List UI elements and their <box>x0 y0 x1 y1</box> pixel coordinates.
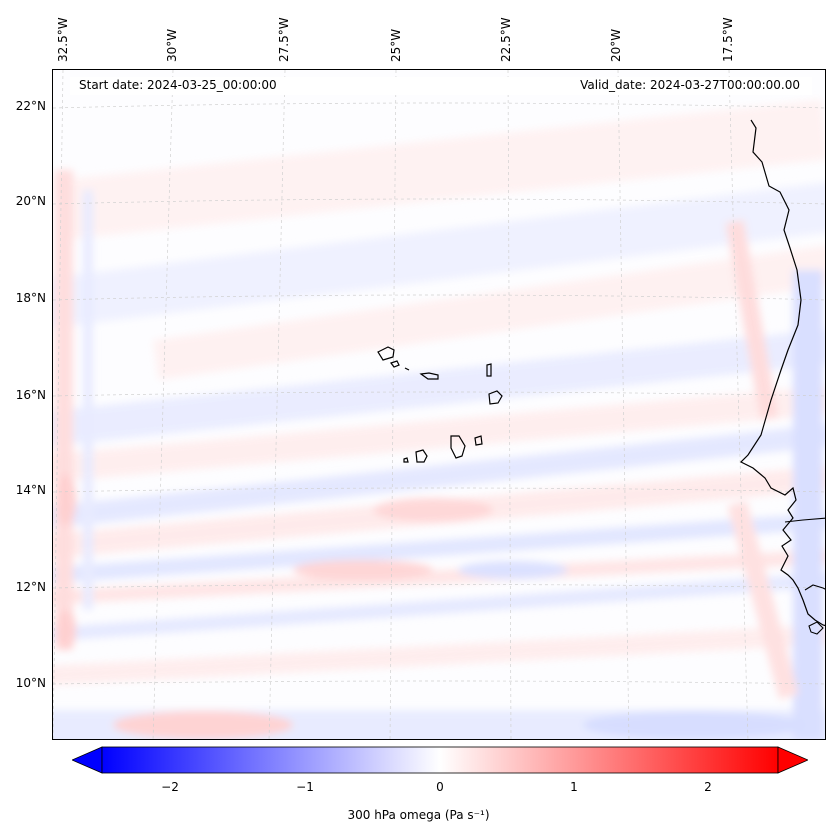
gridline <box>507 70 512 739</box>
lon-label-30w: 30°W <box>165 28 179 62</box>
gridline <box>152 70 174 739</box>
island-fogo <box>415 449 428 463</box>
gridline <box>53 70 64 739</box>
blob <box>373 498 493 522</box>
valid-date-label: Valid_date: 2024-03-27T00:00:00.00 <box>580 78 800 92</box>
colorbar-extend-low <box>72 746 103 774</box>
band <box>53 548 825 606</box>
gridline <box>53 294 825 301</box>
band <box>53 384 825 484</box>
gridline <box>53 584 825 589</box>
colorbar-tick: 2 <box>704 780 712 794</box>
coastline-guinea <box>804 584 825 635</box>
gridline <box>617 70 630 739</box>
lat-label-18n: 18°N <box>15 291 46 305</box>
island-sao-vicente <box>390 360 400 368</box>
island-boa-vista <box>488 390 503 405</box>
colorbar <box>72 746 808 774</box>
lon-label-22-5w: 22.5°W <box>499 17 513 62</box>
band <box>53 571 825 643</box>
gridline <box>53 487 825 493</box>
omega-field <box>53 70 825 739</box>
lat-label-20n: 20°N <box>15 194 46 208</box>
gridline <box>268 70 286 739</box>
band <box>53 326 825 448</box>
band <box>53 511 825 585</box>
island-santa-luzia <box>404 367 410 371</box>
colorbar-tick: −1 <box>296 780 314 794</box>
colorbar-extend-high <box>777 746 808 774</box>
lat-label-14n: 14°N <box>15 483 46 497</box>
colorbar-tick: −2 <box>161 780 179 794</box>
island-brava <box>403 457 409 463</box>
gridline <box>728 70 749 739</box>
band <box>53 181 825 331</box>
colorbar-tick: 0 <box>436 780 444 794</box>
lon-label-32-5w: 32.5°W <box>56 17 70 62</box>
edge-stripe <box>725 220 779 421</box>
island-sal <box>486 363 492 377</box>
coastline-africa <box>739 119 825 627</box>
map-panel <box>52 69 826 740</box>
gridline <box>53 102 825 109</box>
lon-label-25w: 25°W <box>389 28 403 62</box>
coastline-gambia <box>784 517 825 523</box>
band <box>53 623 825 687</box>
lon-label-17-5w: 17.5°W <box>721 17 735 62</box>
blob <box>293 560 433 580</box>
blob <box>113 711 293 739</box>
lon-label-27-5w: 27.5°W <box>277 17 291 62</box>
lat-label-10n: 10°N <box>15 676 46 690</box>
blob <box>458 561 568 579</box>
island-maio <box>474 435 483 446</box>
edge-stripe <box>727 500 799 700</box>
gridline <box>389 70 397 739</box>
gridline <box>53 680 825 685</box>
colorbar-label: 300 hPa omega (Pa s⁻¹) <box>347 808 490 822</box>
edge-stripe <box>793 270 823 739</box>
gridline <box>53 198 825 205</box>
colorbar-tick: 1 <box>570 780 578 794</box>
band <box>53 421 825 530</box>
start-date-label: Start date: 2024-03-25_00:00:00 <box>79 78 277 92</box>
island-sao-nicolau <box>419 372 439 380</box>
lat-label-22n: 22°N <box>15 99 46 113</box>
island-santo-antao <box>377 346 395 361</box>
band <box>53 99 825 241</box>
band <box>153 244 825 380</box>
date-header <box>70 77 812 95</box>
blob <box>583 711 803 739</box>
blob <box>56 474 76 526</box>
edge-stripe <box>83 190 93 610</box>
islands <box>377 346 503 463</box>
edge-stripe <box>55 170 73 650</box>
blob <box>56 610 76 650</box>
lat-label-16n: 16°N <box>15 388 46 402</box>
colorbar-body <box>101 746 779 774</box>
lat-label-12n: 12°N <box>15 580 46 594</box>
lon-label-20w: 20°W <box>609 28 623 62</box>
island-santiago <box>450 435 466 459</box>
gridlines <box>53 70 825 739</box>
